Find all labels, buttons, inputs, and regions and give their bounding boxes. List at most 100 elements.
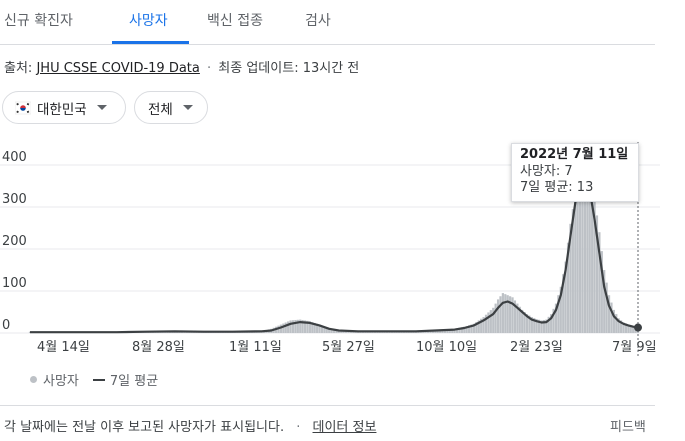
tab-vaccination[interactable]: 백신 접종 bbox=[207, 13, 263, 29]
chart-legend: 사망자 7일 평균 bbox=[30, 370, 158, 389]
bar bbox=[455, 328, 459, 333]
bar bbox=[325, 327, 328, 333]
bar bbox=[624, 323, 628, 333]
bar bbox=[494, 303, 497, 333]
bar bbox=[622, 322, 625, 333]
country-dropdown[interactable]: 대한민국 bbox=[2, 91, 126, 124]
hover-point bbox=[634, 323, 642, 332]
x-tick-label: 10월 10일 bbox=[416, 340, 477, 355]
data-info-link[interactable]: 데이터 정보 bbox=[312, 420, 377, 435]
tooltip-date: 2022년 7월 11일 bbox=[520, 147, 629, 162]
legend-average-label: 7일 평균 bbox=[109, 374, 159, 389]
bar bbox=[554, 303, 558, 333]
bar bbox=[289, 320, 292, 333]
x-tick-label: 2월 23일 bbox=[510, 340, 563, 355]
bar bbox=[557, 295, 560, 333]
source-link[interactable]: JHU CSSE COVID-19 Data bbox=[36, 61, 200, 76]
tab-deaths[interactable]: 사망자 bbox=[129, 13, 168, 29]
y-tick-label: 300 bbox=[2, 192, 27, 207]
bar bbox=[513, 300, 517, 333]
bar bbox=[337, 330, 340, 333]
bar bbox=[550, 314, 553, 333]
bar bbox=[588, 177, 591, 333]
x-tick-label: 4월 14일 bbox=[37, 340, 90, 355]
bar bbox=[311, 322, 314, 333]
y-tick-label: 100 bbox=[2, 276, 27, 291]
bar bbox=[632, 327, 635, 333]
footer-divider bbox=[0, 405, 655, 406]
bar bbox=[284, 322, 287, 333]
bar bbox=[301, 319, 304, 333]
bar bbox=[525, 314, 529, 333]
bar bbox=[308, 321, 311, 333]
tab-testing[interactable]: 검사 bbox=[305, 13, 331, 29]
bar bbox=[528, 315, 531, 333]
tooltip-average: 7일 평균: 13 bbox=[520, 180, 594, 195]
bar bbox=[600, 251, 603, 333]
deaths-chart[interactable]: 0 100 200 300 400 4월 14일 8월 28일 1월 11일 5월 27일 10월… bbox=[0, 140, 670, 364]
source-line: 출처: JHU CSSE COVID-19 Data · 최종 업데이트: 13… bbox=[4, 57, 359, 76]
x-tick-label: 1월 11일 bbox=[229, 340, 282, 355]
bar bbox=[511, 297, 514, 333]
footer-separator: · bbox=[296, 420, 301, 435]
bar bbox=[332, 329, 336, 333]
bar bbox=[598, 232, 601, 333]
bar bbox=[496, 299, 500, 333]
bar bbox=[492, 307, 495, 333]
legend-bar-swatch bbox=[30, 376, 37, 383]
bar bbox=[576, 186, 579, 333]
bar bbox=[540, 320, 543, 333]
bar bbox=[303, 320, 307, 333]
legend-deaths-label: 사망자 bbox=[43, 374, 79, 389]
tab-new-cases[interactable]: 신규 확진자 bbox=[4, 13, 73, 29]
bar bbox=[571, 209, 574, 333]
bar bbox=[578, 177, 582, 333]
last-updated: 최종 업데이트: 13시간 전 bbox=[218, 61, 360, 76]
korea-flag-icon bbox=[15, 101, 31, 114]
bar bbox=[547, 316, 550, 333]
y-tick-label: 0 bbox=[2, 318, 10, 333]
bar bbox=[504, 294, 507, 333]
bar bbox=[603, 270, 606, 333]
bar bbox=[328, 328, 331, 333]
bar bbox=[294, 319, 297, 333]
x-tick-label: 5월 27일 bbox=[322, 340, 375, 355]
bar bbox=[516, 303, 519, 333]
scope-label: 전체 bbox=[148, 101, 173, 118]
bar bbox=[610, 302, 613, 333]
bar bbox=[318, 324, 321, 333]
bar bbox=[501, 293, 504, 333]
average-line bbox=[30, 176, 639, 334]
bar bbox=[537, 319, 541, 333]
bar bbox=[523, 312, 526, 333]
bar bbox=[634, 328, 637, 333]
bar bbox=[453, 328, 456, 333]
bar bbox=[612, 309, 615, 333]
bar bbox=[330, 329, 333, 333]
chart-tooltip: 2022년 7월 11일 사망자: 7 7일 평균: 13 bbox=[511, 143, 639, 202]
scope-dropdown[interactable]: 전체 bbox=[134, 91, 208, 124]
bar bbox=[499, 296, 502, 333]
bar bbox=[484, 314, 488, 333]
bar bbox=[506, 295, 509, 333]
bar bbox=[607, 295, 611, 333]
bar bbox=[489, 310, 492, 333]
bar bbox=[595, 215, 599, 333]
bar bbox=[574, 194, 577, 333]
bar bbox=[605, 282, 608, 333]
chevron-down-icon bbox=[182, 105, 193, 110]
bar bbox=[620, 320, 623, 333]
bar bbox=[460, 327, 463, 333]
bar bbox=[323, 326, 326, 333]
bar bbox=[279, 324, 283, 333]
bar bbox=[287, 321, 290, 333]
bar bbox=[569, 223, 572, 333]
bar bbox=[533, 318, 536, 333]
bar bbox=[306, 320, 309, 333]
feedback-link[interactable]: 피드백 bbox=[610, 420, 646, 435]
bar bbox=[475, 322, 478, 333]
bar bbox=[521, 309, 524, 333]
bar bbox=[545, 319, 548, 333]
bar bbox=[586, 173, 589, 333]
bar bbox=[296, 319, 299, 333]
